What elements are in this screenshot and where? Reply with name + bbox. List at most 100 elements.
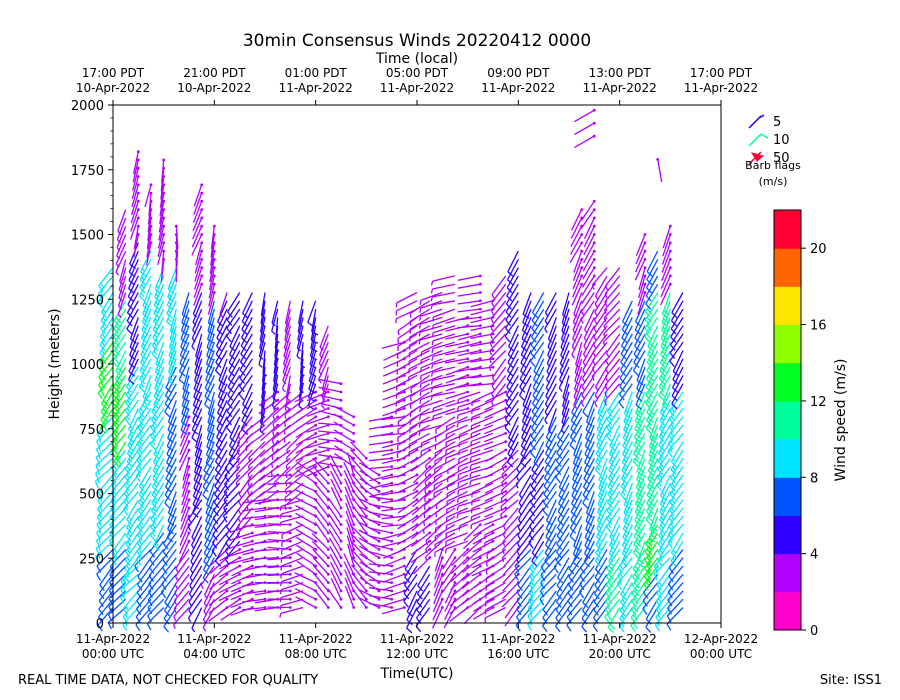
wind-barb-415	[206, 416, 215, 444]
wind-barb-1651	[618, 375, 633, 401]
wind-barb-1720	[645, 499, 659, 526]
wind-barb-1322	[522, 292, 532, 319]
wind-barb-627	[273, 342, 279, 369]
wind-barb-1819	[667, 432, 684, 458]
wind-barb-1114	[444, 357, 470, 364]
wind-barb-1063	[434, 441, 456, 458]
wind-barb-708	[297, 300, 304, 327]
wind-barb-424	[205, 341, 215, 369]
wind-barb-1754	[655, 582, 671, 608]
wind-barb-1513	[585, 408, 595, 435]
wind-barb-1672	[633, 515, 646, 543]
wind-barb-1753	[655, 590, 671, 616]
top-tick-time-5: 13:00 PDT	[589, 66, 652, 80]
wind-barb-1493	[578, 573, 595, 599]
wind-barb-675	[280, 573, 304, 587]
wind-barb-1427	[561, 391, 570, 418]
wind-barb-624	[272, 366, 279, 393]
wind-barb-1323	[527, 607, 545, 631]
wind-barb-510	[228, 341, 241, 369]
wind-barb-453	[213, 491, 228, 517]
wind-barb-365	[192, 400, 203, 427]
wind-barb-1586	[605, 565, 621, 591]
wind-barb-500	[229, 424, 241, 452]
wind-barb-1095	[445, 515, 468, 530]
wind-barbs	[94, 108, 684, 634]
wind-barb-1744	[644, 300, 659, 327]
wind-barb-1829	[672, 350, 684, 377]
wind-barb-1660	[622, 300, 633, 327]
wind-barb-162	[138, 482, 152, 509]
wind-barb-1197	[470, 307, 495, 316]
wind-barb-1613	[605, 341, 621, 366]
wind-barb-576	[248, 441, 266, 463]
wind-barb-184	[141, 300, 152, 328]
wind-barb-691	[285, 441, 304, 463]
wind-barb-1520	[582, 350, 595, 375]
wind-barb-138	[129, 216, 140, 240]
wind-barb-137	[133, 224, 140, 250]
wind-barb-1806	[670, 540, 684, 567]
wind-barb-226	[153, 383, 165, 410]
wind-barb-1302	[515, 457, 532, 481]
wind-barb-1648	[623, 400, 633, 427]
wind-barb-1137	[457, 465, 481, 479]
wind-barb-1156	[457, 307, 482, 313]
wind-barb-1828	[672, 358, 684, 385]
wind-barb-1610	[604, 366, 621, 390]
wind-barb-211	[150, 507, 165, 534]
wind-barb-710	[294, 588, 318, 601]
wind-barb-799	[318, 461, 343, 468]
wind-barb-275	[166, 433, 177, 460]
wind-barb-64	[110, 424, 127, 450]
wind-barb-1351	[532, 375, 545, 402]
wind-barb-628	[274, 333, 279, 360]
wind-barb-1376	[542, 491, 557, 517]
wind-barb-1366	[539, 573, 557, 598]
wind-barb-1267	[505, 383, 519, 410]
wind-barb-456	[214, 466, 228, 492]
wind-barb-1602	[609, 433, 621, 460]
wind-barb-1266	[505, 391, 519, 418]
wind-barb-486	[224, 540, 241, 566]
wind-barb-377	[192, 300, 203, 326]
wind-barb-1628	[616, 565, 633, 591]
wind-barb-869	[359, 462, 381, 477]
wind-barb-1256	[500, 474, 519, 495]
wind-barb-913	[381, 448, 406, 457]
wind-barb-1760	[657, 532, 671, 559]
wind-barb-1542	[593, 582, 608, 608]
wind-barb-1838	[574, 121, 596, 136]
wind-barb-1141	[458, 432, 481, 448]
wind-barb-149	[135, 590, 152, 616]
x-tick-time-5: 20:00 UTC	[589, 647, 651, 661]
wind-barb-504	[226, 391, 241, 418]
wind-barb-1488	[571, 208, 584, 231]
wind-barb-1218	[485, 448, 508, 463]
wind-barb-83	[118, 267, 127, 294]
wind-barb-1577	[594, 292, 608, 317]
wind-barb-1123	[461, 581, 482, 597]
wind-barb-797	[329, 462, 343, 485]
wind-barb-77	[112, 317, 127, 343]
wind-barb-472	[215, 333, 228, 360]
wind-barb-1004	[432, 606, 444, 629]
wind-barb-970	[416, 573, 431, 600]
wind-barb-1270	[506, 358, 519, 385]
wind-barb-1719	[649, 507, 659, 535]
wind-barb-232	[151, 333, 165, 360]
wind-barb-953	[395, 391, 418, 407]
wind-barb-1723	[646, 474, 659, 501]
wind-barb-93	[122, 590, 139, 615]
barb-legend-label-0: 5	[773, 115, 781, 130]
wind-barb-455	[213, 474, 228, 501]
wind-barb-685	[284, 490, 304, 511]
wind-barb-1326	[528, 582, 545, 607]
wind-barb-264	[162, 524, 177, 550]
wind-barb-367	[192, 383, 203, 411]
wind-barb-1280	[506, 275, 519, 302]
wind-barb-796	[330, 470, 343, 493]
wind-barb-1198	[470, 299, 495, 308]
wind-barb-1511	[584, 424, 595, 452]
wind-barb-331	[178, 358, 190, 385]
